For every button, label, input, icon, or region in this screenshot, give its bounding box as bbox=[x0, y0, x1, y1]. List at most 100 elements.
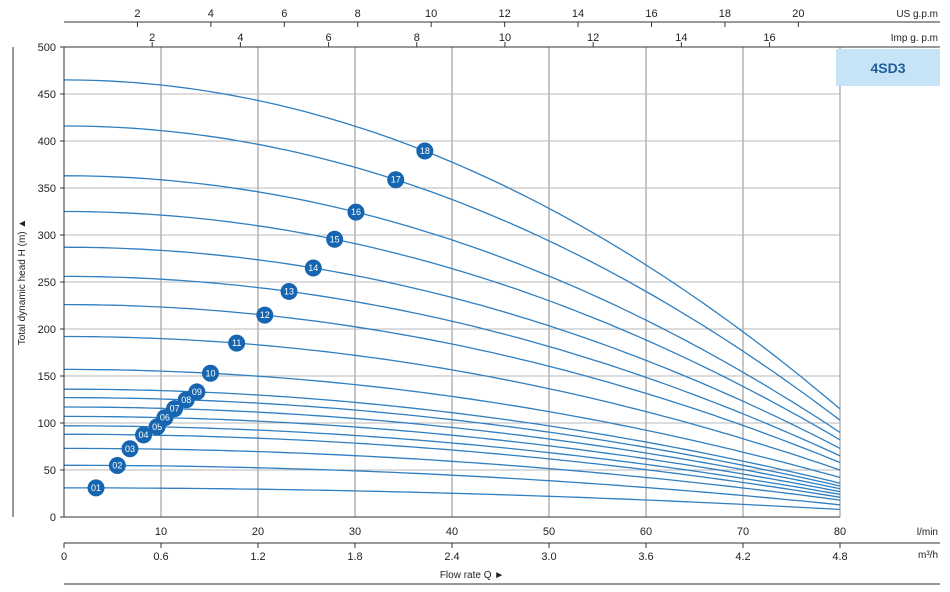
x-tick-label-impgpm: 2 bbox=[149, 32, 155, 44]
y-tick-label: 200 bbox=[38, 324, 56, 336]
stage-badge-label: 07 bbox=[170, 404, 180, 414]
x-tick-label-impgpm: 12 bbox=[587, 32, 599, 44]
stage-badge-13 bbox=[280, 282, 298, 300]
y-axis-title: Total dynamic head H (m) ▲ bbox=[17, 219, 28, 346]
stage-badge-10 bbox=[201, 364, 219, 382]
x-tick-label-impgpm: 16 bbox=[763, 32, 775, 44]
x-tick-label-usgpm: 8 bbox=[355, 8, 361, 20]
stage-badge-03 bbox=[121, 440, 139, 458]
y-tick-label: 300 bbox=[38, 230, 56, 242]
stage-badge-label: 16 bbox=[351, 207, 361, 217]
stage-badge-label: 08 bbox=[181, 395, 191, 405]
x-tick-label-usgpm: 12 bbox=[498, 8, 510, 20]
x-tick-label-impgpm: 14 bbox=[675, 32, 687, 44]
stage-badge-02 bbox=[108, 456, 126, 474]
curve-03 bbox=[64, 447, 841, 501]
x-tick-label-impgpm: 6 bbox=[326, 32, 332, 44]
stage-badge-label: 14 bbox=[308, 263, 318, 273]
stage-badge-label: 09 bbox=[192, 387, 202, 397]
curve-13 bbox=[64, 275, 841, 457]
curve-07 bbox=[64, 406, 841, 490]
stage-badge-04 bbox=[135, 426, 153, 444]
performance-curves bbox=[63, 79, 841, 511]
y-tick-label: 150 bbox=[38, 371, 56, 383]
grid bbox=[60, 22, 841, 548]
x-tick-label-usgpm: 4 bbox=[208, 8, 214, 20]
x-tick-label-impgpm: 8 bbox=[414, 32, 420, 44]
stage-badge-label: 06 bbox=[160, 413, 170, 423]
curve-15 bbox=[64, 210, 841, 441]
curve-17 bbox=[64, 125, 841, 421]
curve-05 bbox=[64, 425, 841, 496]
curve-12 bbox=[64, 303, 841, 464]
x-tick-label-lmin: 40 bbox=[446, 526, 458, 538]
x-tick-label-usgpm: 2 bbox=[134, 8, 140, 20]
x-tick-label-usgpm: 10 bbox=[425, 8, 437, 20]
stage-badge-label: 15 bbox=[330, 234, 340, 244]
stage-badge-label: 05 bbox=[152, 422, 162, 432]
y-tick-label: 250 bbox=[38, 277, 56, 289]
x-tick-label-m3h: 3.0 bbox=[541, 551, 556, 563]
x-tick-label-usgpm: 20 bbox=[792, 8, 804, 20]
x-tick-label-lmin: 70 bbox=[737, 526, 749, 538]
curve-10 bbox=[64, 368, 841, 479]
x-tick-label-m3h: 0.6 bbox=[153, 551, 168, 563]
stage-badge-14 bbox=[304, 259, 322, 277]
x-tick-label-usgpm: 18 bbox=[719, 8, 731, 20]
stage-badge-label: 17 bbox=[391, 175, 401, 185]
stage-badge-07 bbox=[166, 400, 184, 418]
x-tick-label-lmin: 60 bbox=[640, 526, 652, 538]
stage-badge-09 bbox=[188, 383, 206, 401]
stage-badge-label: 02 bbox=[112, 460, 122, 470]
curve-01 bbox=[64, 487, 841, 511]
y-tick-label: 500 bbox=[38, 42, 56, 54]
stage-badge-15 bbox=[326, 230, 344, 248]
stage-badge-18 bbox=[416, 142, 434, 160]
y-tick-label: 50 bbox=[44, 465, 56, 477]
curve-14 bbox=[63, 246, 841, 449]
stage-badge-12 bbox=[256, 306, 274, 324]
x-tick-label-impgpm: 10 bbox=[499, 32, 511, 44]
y-tick-label: 450 bbox=[38, 89, 56, 101]
x-tick-label-lmin: 20 bbox=[252, 526, 264, 538]
stage-badge-label: 12 bbox=[260, 310, 270, 320]
curve-18 bbox=[63, 79, 841, 410]
x-tick-label-usgpm: 16 bbox=[645, 8, 657, 20]
model-label-box bbox=[836, 49, 940, 86]
x-tick-label-usgpm: 14 bbox=[572, 8, 584, 20]
x-tick-label-m3h: 1.8 bbox=[347, 551, 362, 563]
y-tick-label: 0 bbox=[50, 512, 56, 524]
x-axis-title: Flow rate Q ► bbox=[440, 570, 504, 581]
x-tick-label-usgpm: 6 bbox=[281, 8, 287, 20]
y-tick-label: 350 bbox=[38, 183, 56, 195]
stage-badge-label: 11 bbox=[232, 338, 241, 348]
m3h-unit-label: m³/h bbox=[918, 550, 938, 561]
stage-badge-label: 18 bbox=[420, 146, 430, 156]
axis-labels: 10 20 30 40 50 60 70 80050100150200250300350400… bbox=[38, 8, 848, 563]
curve-11 bbox=[64, 335, 841, 471]
stage-badge-16 bbox=[347, 203, 365, 221]
x-tick-label-impgpm: 4 bbox=[237, 32, 243, 44]
model-label: 4SD3 bbox=[870, 60, 905, 76]
x-tick-label-m3h: 4.2 bbox=[735, 551, 750, 563]
stage-badge-01 bbox=[87, 479, 105, 497]
impgpm-unit-label: Imp g. p.m bbox=[891, 33, 938, 44]
curve-04 bbox=[64, 433, 841, 498]
x-tick-label-lmin: 10 bbox=[155, 526, 167, 538]
x-tick-label-lmin: 50 bbox=[543, 526, 555, 538]
stage-badge-label: 01 bbox=[91, 483, 101, 493]
stage-badge-17 bbox=[387, 171, 405, 189]
stage-badge-11 bbox=[228, 334, 246, 352]
axes bbox=[12, 21, 940, 585]
y-tick-label: 400 bbox=[38, 136, 56, 148]
x-tick-label-m3h: 2.4 bbox=[444, 551, 459, 563]
curve-16 bbox=[64, 175, 841, 433]
x-tick-label-m3h: 1.2 bbox=[250, 551, 265, 563]
stage-badge-label: 13 bbox=[284, 286, 294, 296]
stage-badge-label: 04 bbox=[139, 430, 149, 440]
curve-06 bbox=[64, 415, 841, 493]
stage-badge-label: 10 bbox=[205, 368, 215, 378]
curve-02 bbox=[64, 464, 841, 506]
